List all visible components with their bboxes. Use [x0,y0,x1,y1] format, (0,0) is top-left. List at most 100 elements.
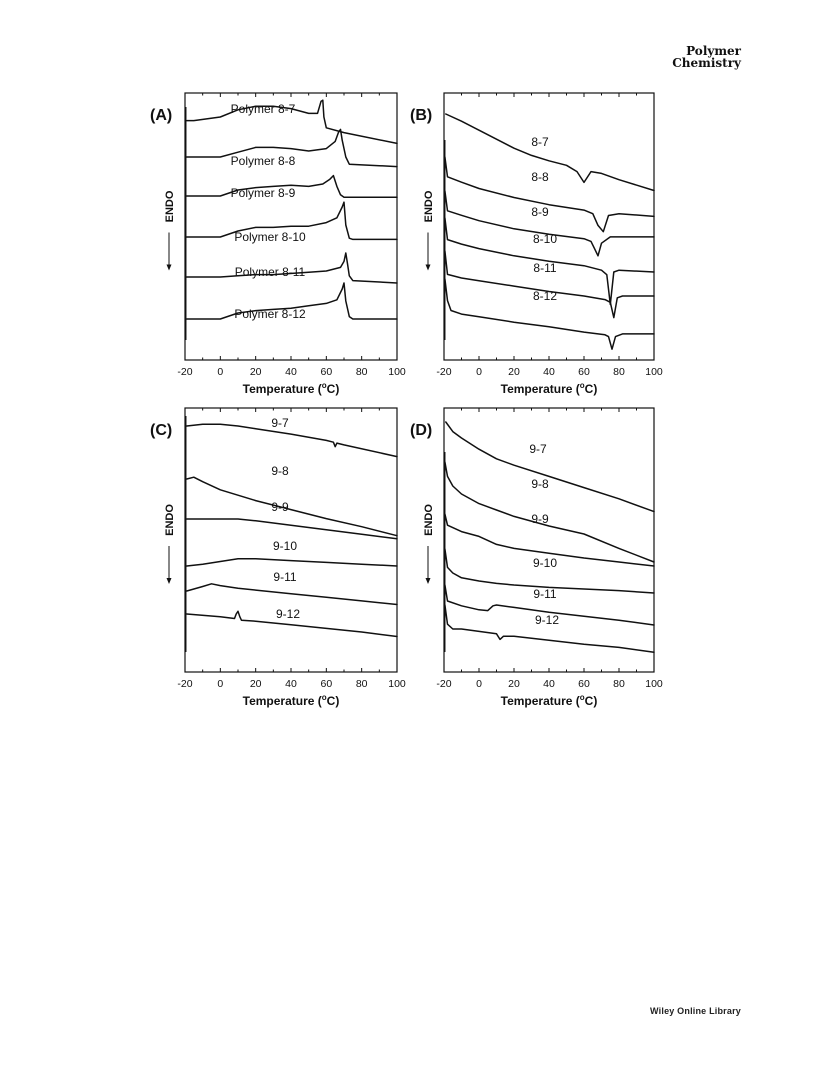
x-axis-label-main: Temperature ( [501,382,580,396]
series-label: 8-7 [531,135,549,149]
series-line-8-8 [444,156,655,233]
y-axis-label: ENDO [164,190,176,222]
series-label: 8-10 [533,232,557,246]
series-line-9-10 [444,548,655,594]
x-tick-label: 80 [356,366,368,378]
series-label: Polymer 8-7 [231,102,296,116]
x-axis-label-unit: C) [585,694,598,708]
x-tick-label: 20 [250,678,262,690]
series-label: Polymer 8-11 [235,265,306,279]
endo-arrow-head [166,578,172,584]
series-line-polymer-8-10 [186,201,398,241]
series-label: 9-8 [531,477,549,491]
series-line-9-9 [186,518,398,540]
x-axis-label-degree: o [322,693,327,702]
y-axis-label: ENDO [164,504,176,536]
series-label: Polymer 8-9 [231,186,296,200]
series-line-9-7 [186,423,398,458]
series-label: 9-7 [529,442,547,456]
x-tick-label: 0 [217,678,223,690]
series-line-polymer-8-7 [186,99,398,145]
series-label: Polymer 8-8 [231,154,296,168]
series-label: 9-12 [276,607,300,621]
series-line-8-12 [444,278,655,350]
panel-label: (D) [410,422,432,439]
journal-name-line2: Chemistry [672,56,741,70]
series-line-9-11 [444,584,655,626]
series-line-9-8 [444,461,655,563]
x-tick-label: 100 [645,678,663,690]
series-label: 9-9 [271,500,289,514]
x-tick-label: 20 [508,366,520,378]
x-tick-label: 40 [543,678,555,690]
x-axis-label-degree: o [322,381,327,390]
chart-panel-b: -20 0 20 40 60 80 100 Temperature (oC) ENDO (B) 8-… [410,92,663,396]
x-tick-label: 60 [578,366,590,378]
series-line-8-11 [444,250,655,319]
x-axis-label: Temperature (oC) [243,693,340,708]
journal-name: Polymer Chemistry [672,45,741,69]
x-axis-label: Temperature (oC) [243,381,340,396]
x-tick-label: 40 [543,366,555,378]
x-tick-label: 60 [320,366,332,378]
series-label: 8-8 [531,170,549,184]
series-line-9-12 [444,604,655,653]
chart-panel-a: -20 0 20 40 60 80 100 Temperature (oC) ENDO (A) Po… [150,92,406,396]
series-label: 8-9 [531,205,549,219]
x-tick-label: -20 [436,366,451,378]
series-line-9-8 [186,476,398,537]
panel-label: (C) [150,422,172,439]
chart-panel-c: -20 0 20 40 60 80 100 Temperature (oC) ENDO (C) 9-… [150,407,406,708]
series-line-8-7 [445,113,655,192]
series-label: 9-10 [273,539,297,553]
series-label: 9-8 [271,464,289,478]
x-tick-label: 100 [645,366,663,378]
plot-frame [443,92,655,361]
series-line-9-7 [445,421,655,513]
endo-arrow-head [166,264,172,271]
x-tick-label: 40 [285,678,297,690]
series-line-polymer-8-8 [186,128,398,168]
x-axis-label-degree: o [580,381,585,390]
series-label: 8-12 [533,289,557,303]
series-line-polymer-8-11 [186,252,398,284]
x-axis-label-unit: C) [327,382,340,396]
footer-publisher: Wiley Online Library [650,1006,741,1016]
series-line-8-9 [444,190,655,257]
series-line-9-9 [444,513,655,567]
series-line-9-11 [186,583,398,606]
series-line-9-10 [186,558,398,567]
x-tick-label: 20 [508,678,520,690]
endo-arrow-head [425,578,431,584]
x-tick-label: -20 [177,366,192,378]
x-axis-label-unit: C) [585,382,598,396]
series-label: 9-12 [535,613,559,627]
series-label: Polymer 8-10 [234,230,306,244]
series-label: 9-11 [533,587,556,601]
x-tick-label: 100 [388,366,406,378]
x-tick-label: 80 [613,366,625,378]
x-axis-label-unit: C) [327,694,340,708]
x-tick-label: 60 [578,678,590,690]
series-label: 9-11 [273,570,296,584]
x-tick-label: 0 [476,678,482,690]
x-tick-label: 0 [217,366,223,378]
x-tick-label: -20 [436,678,451,690]
x-tick-label: 80 [356,678,368,690]
panel-label: (B) [410,107,432,124]
series-label: 9-7 [271,416,289,430]
x-tick-label: 60 [320,678,332,690]
series-line-9-12 [186,610,398,638]
x-axis-label-main: Temperature ( [243,382,322,396]
series-label: 9-9 [531,512,549,526]
x-axis-label-main: Temperature ( [501,694,580,708]
x-axis-label-main: Temperature ( [243,694,322,708]
series-label: 9-10 [533,556,557,570]
x-tick-label: 40 [285,366,297,378]
y-axis-label: ENDO [423,190,435,222]
panel-label: (A) [150,107,172,124]
endo-arrow-head [425,264,431,271]
series-label: Polymer 8-12 [234,307,306,321]
x-axis-label-degree: o [580,693,585,702]
